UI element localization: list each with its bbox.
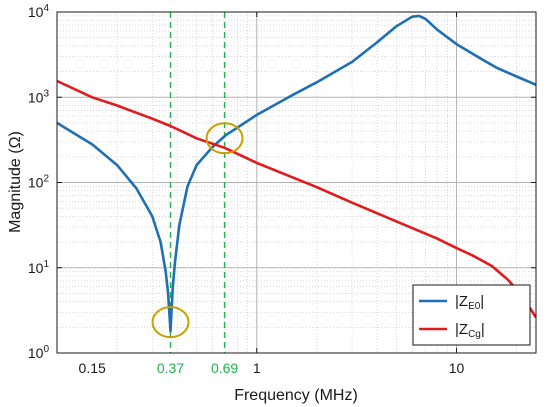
legend: |ZE0| |ZCg| xyxy=(412,284,531,346)
marker-label: 0.69 xyxy=(211,360,238,376)
series-line xyxy=(57,79,536,319)
y-tick-label: 100 xyxy=(28,344,50,361)
y-tick-label: 104 xyxy=(28,3,50,20)
y-tick-label: 101 xyxy=(28,259,50,276)
legend-label: |ZCg| xyxy=(455,321,485,340)
legend-box xyxy=(412,284,531,346)
y-axis-title: Magnitude (Ω) xyxy=(7,131,24,233)
axis-ticks xyxy=(56,11,536,354)
series-lines xyxy=(57,14,536,333)
y-tick-label: 103 xyxy=(28,88,50,105)
x-tick-label: 10 xyxy=(449,360,465,376)
y-tick-label: 102 xyxy=(28,174,50,191)
marker-labels: 0.37 0.69 xyxy=(157,360,239,376)
x-tick-label: 0.15 xyxy=(79,360,106,376)
legend-label: |ZE0| xyxy=(455,293,484,312)
x-tick-label: 1 xyxy=(253,360,261,376)
marker-label: 0.37 xyxy=(157,360,184,376)
highlight-ellipse xyxy=(205,122,244,155)
y-tick-labels: 100 101 102 103 104 xyxy=(28,3,50,361)
marker-lines xyxy=(169,12,226,353)
series-line xyxy=(57,14,536,333)
x-tick-labels: 0.15 1 10 xyxy=(79,360,465,376)
highlight-ellipse xyxy=(151,306,190,339)
x-axis-title: Frequency (MHz) xyxy=(234,387,358,404)
highlight-ellipses xyxy=(151,122,244,339)
